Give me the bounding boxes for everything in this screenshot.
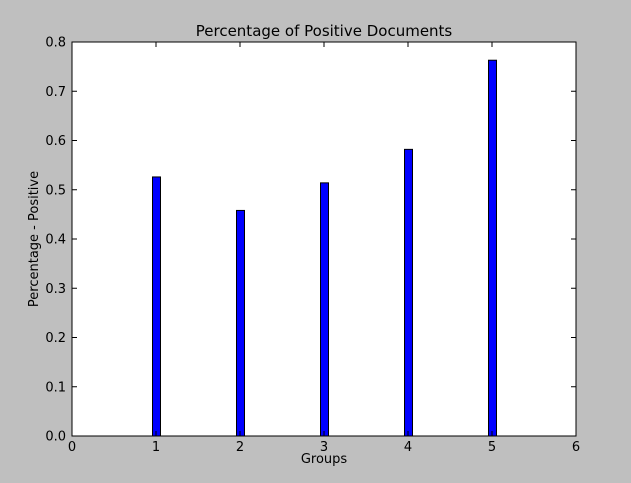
- y-tick-label: 0.2: [45, 331, 66, 346]
- x-tick-label: 2: [236, 440, 244, 455]
- x-axis-label: Groups: [301, 452, 348, 467]
- bar-group-2: [236, 209, 245, 437]
- y-tick-label: 0.7: [45, 85, 66, 100]
- y-tick-label: 0.0: [45, 430, 66, 445]
- x-tick-label: 1: [152, 440, 160, 455]
- y-axis-label: Percentage - Positive: [27, 171, 42, 307]
- x-tick-label: 5: [488, 440, 496, 455]
- x-tick-label: 6: [572, 440, 580, 455]
- labels-layer: 0 1 2 3 4 5 6 0.0 0.1 0.2 0.3 0.4 0.5 0.6 0.7 0.8: [45, 36, 580, 456]
- chart-title: Percentage of Positive Documents: [196, 22, 453, 40]
- bar-group-1: [152, 176, 161, 437]
- y-tick-label: 0.6: [45, 134, 66, 149]
- y-tick-label: 0.8: [45, 36, 66, 51]
- x-tick-label: 0: [68, 440, 76, 455]
- x-tick-label: 4: [404, 440, 412, 455]
- y-tick-label: 0.4: [45, 233, 66, 248]
- plot-frame: [71, 41, 577, 437]
- bar-group-4: [404, 148, 413, 437]
- y-tick-label: 0.1: [45, 380, 66, 395]
- bar-group-3: [320, 182, 329, 437]
- y-tick-label: 0.3: [45, 282, 66, 297]
- y-tick-label: 0.5: [45, 183, 66, 198]
- x-tick-label: 3: [320, 440, 328, 455]
- bar-group-5: [488, 59, 497, 437]
